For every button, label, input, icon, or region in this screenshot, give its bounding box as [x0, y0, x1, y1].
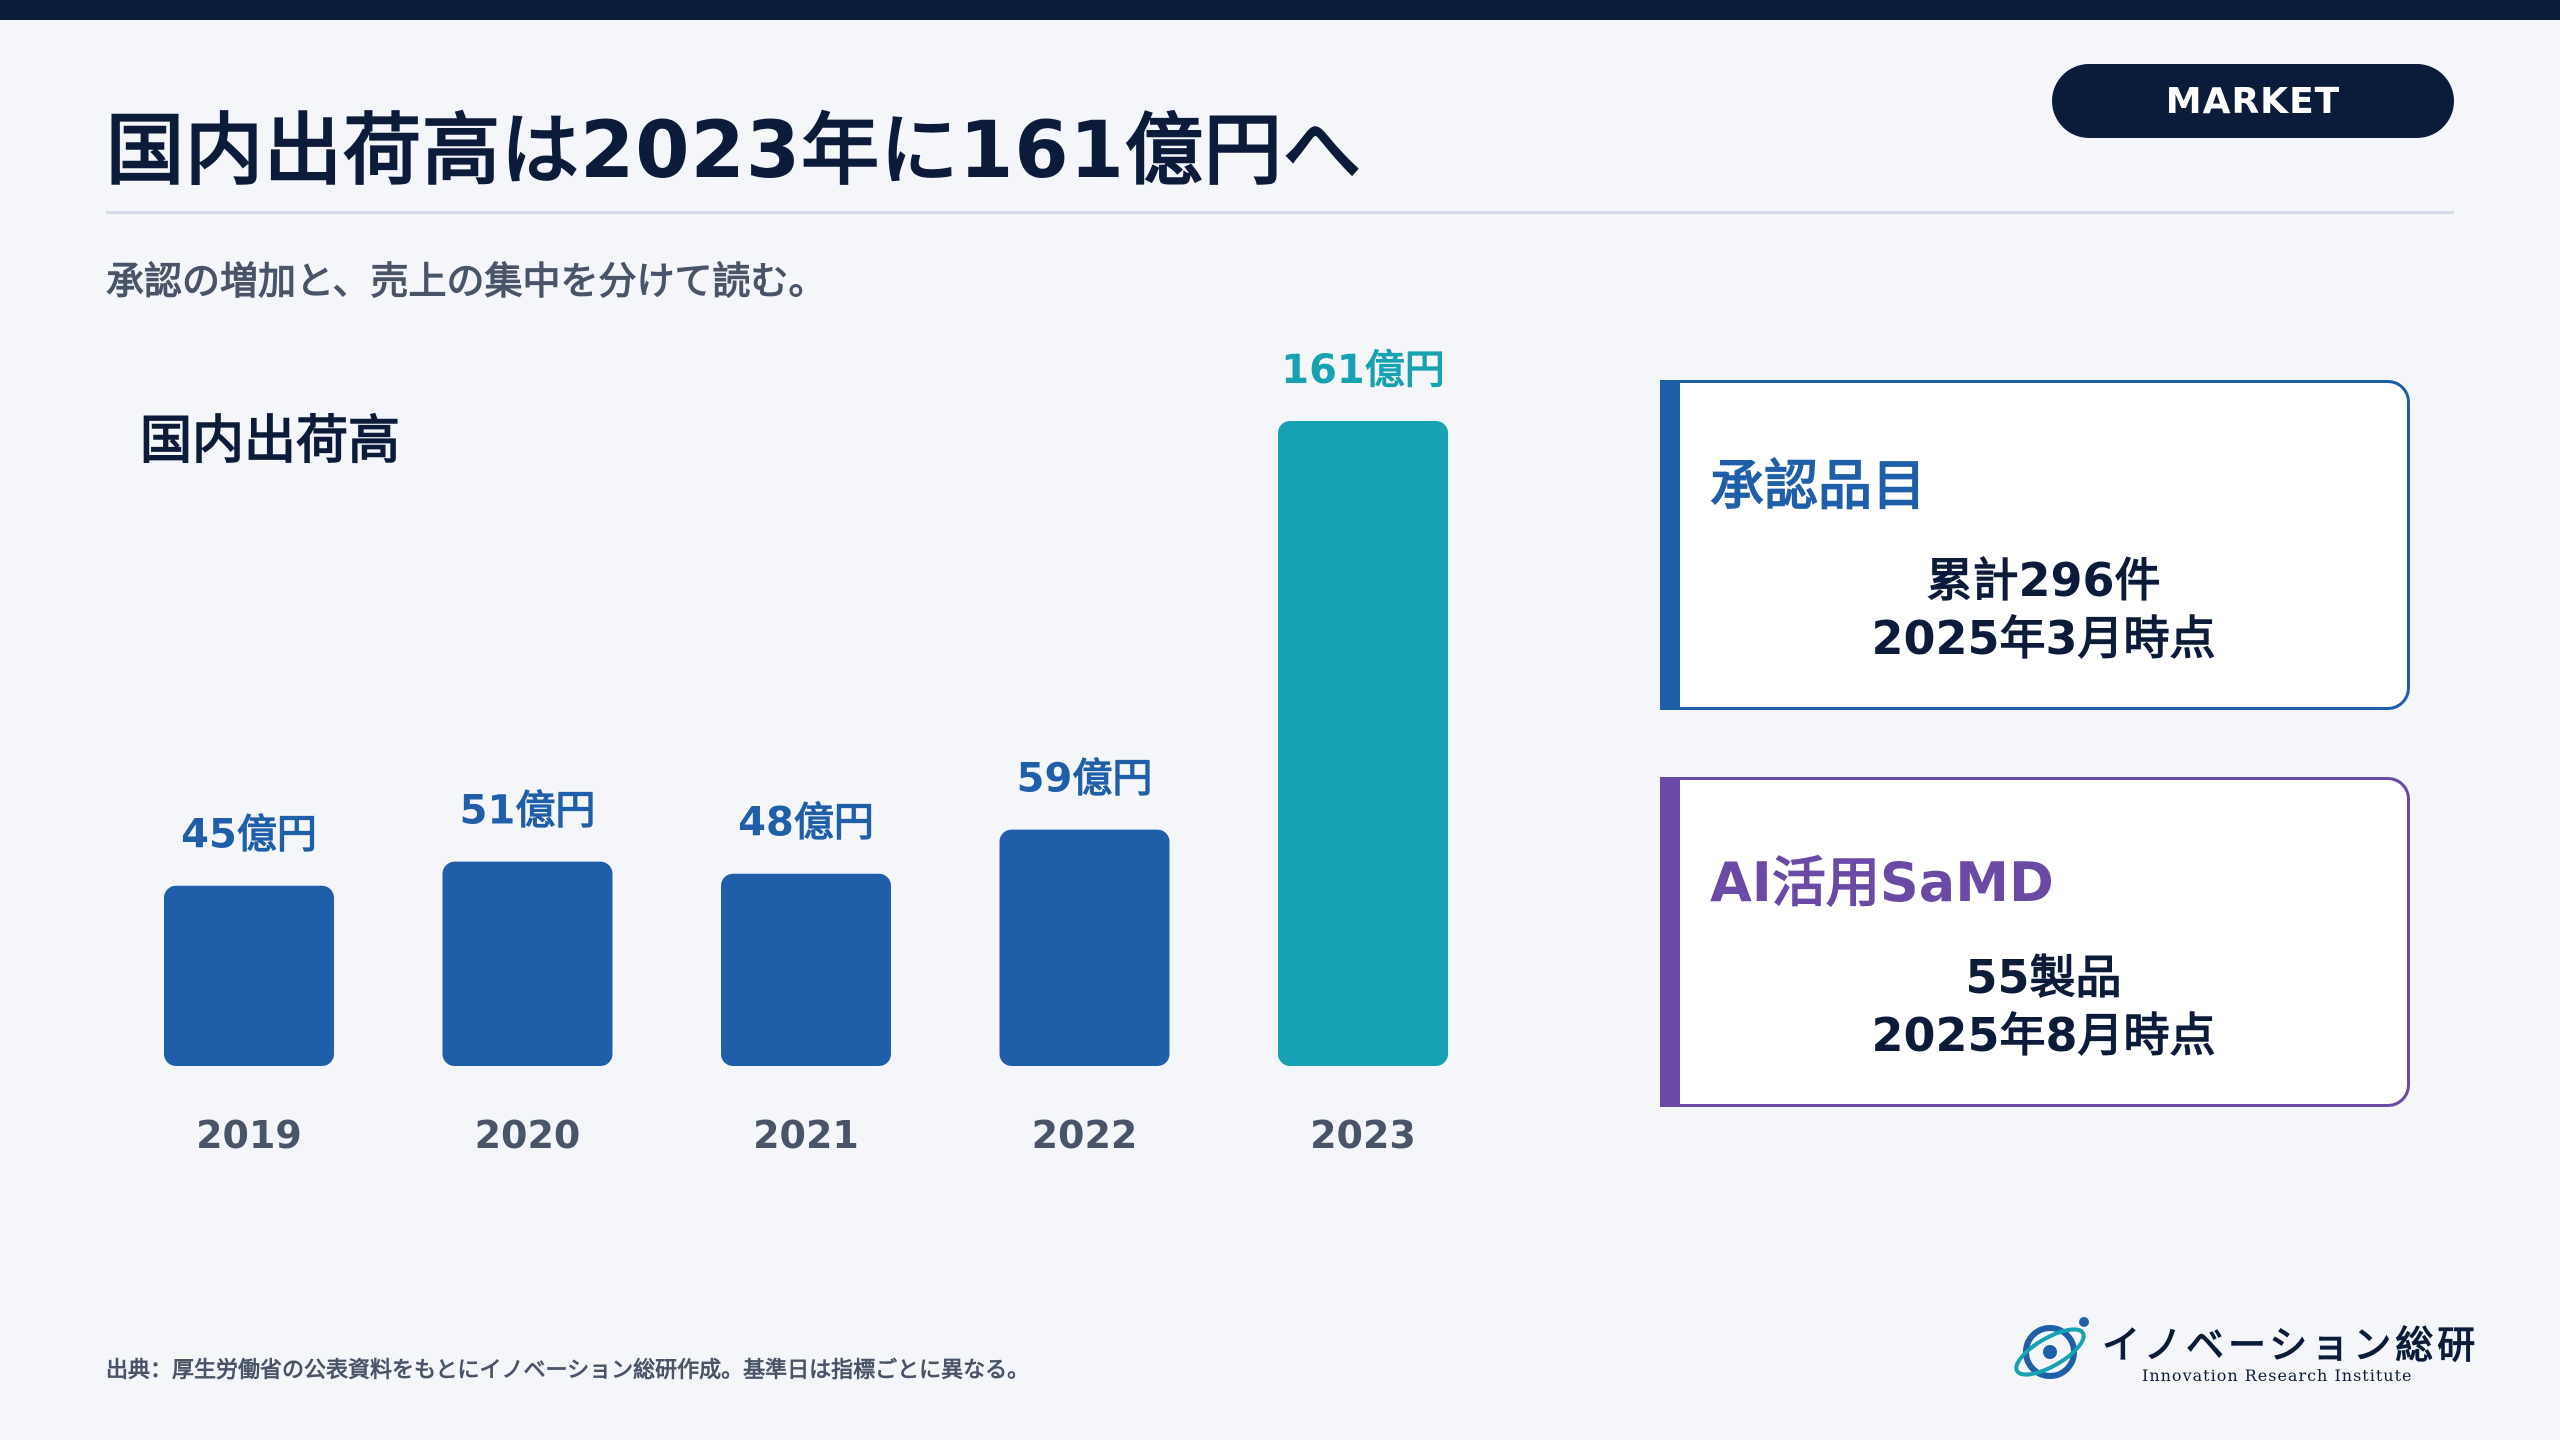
tick-label-2021: 2021 — [753, 1113, 859, 1157]
company-logo: イノベーション総研 Innovation Research Institute — [2010, 1308, 2475, 1394]
card-value: 累計296件 — [1926, 553, 2161, 607]
tick-label-2020: 2020 — [475, 1113, 581, 1157]
chart-title: 国内出荷高 — [140, 411, 401, 471]
bar-2020 — [442, 861, 613, 1066]
approved-items-card: 承認品目 累計296件 2025年3月時点 — [1660, 380, 2410, 710]
bar-2021 — [721, 873, 891, 1066]
bar-2022 — [999, 829, 1170, 1066]
top-bar — [0, 0, 2560, 20]
card-date: 2025年3月時点 — [1871, 611, 2216, 665]
card-date: 2025年8月時点 — [1871, 1008, 2216, 1062]
logo-name: イノベーション総研 — [2102, 1322, 2480, 1367]
page-subtitle: 承認の増加と、売上の集中を分けて読む。 — [106, 259, 827, 303]
ai-samd-card: AI活用SaMD 55製品 2025年8月時点 — [1660, 777, 2410, 1107]
data-label-2023: 161億円 — [1281, 347, 1445, 393]
tick-label-2023: 2023 — [1310, 1113, 1416, 1157]
card-heading: AI活用SaMD — [1710, 851, 2054, 914]
tick-label-2019: 2019 — [196, 1113, 302, 1157]
title-divider — [106, 211, 2454, 214]
data-label-2022: 59億円 — [1017, 756, 1153, 802]
atom-icon — [2014, 1317, 2089, 1379]
card-accent — [1660, 383, 1680, 707]
page-title: 国内出荷高は2023年に161億円へ — [106, 106, 1362, 196]
data-label-2021: 48億円 — [738, 800, 874, 846]
card-value: 55製品 — [1965, 950, 2122, 1004]
market-badge: MARKET — [2052, 64, 2454, 138]
data-label-2020: 51億円 — [460, 788, 596, 834]
source-footnote: 出典：厚生労働省の公表資料をもとにイノベーション総研作成。基準日は指標ごとに異な… — [106, 1358, 1030, 1383]
logo-subtitle: Innovation Research Institute — [2142, 1366, 2413, 1385]
bar-2019 — [164, 885, 334, 1066]
card-heading: 承認品目 — [1710, 454, 1926, 517]
tick-label-2022: 2022 — [1032, 1113, 1138, 1157]
card-accent — [1660, 780, 1680, 1104]
bar-chart: 45億円 2019 51億円 2020 48億円 2021 59億円 2022 161億円 202… — [164, 347, 1448, 1157]
bar-2023 — [1278, 421, 1448, 1066]
data-label-2019: 45億円 — [181, 812, 317, 858]
